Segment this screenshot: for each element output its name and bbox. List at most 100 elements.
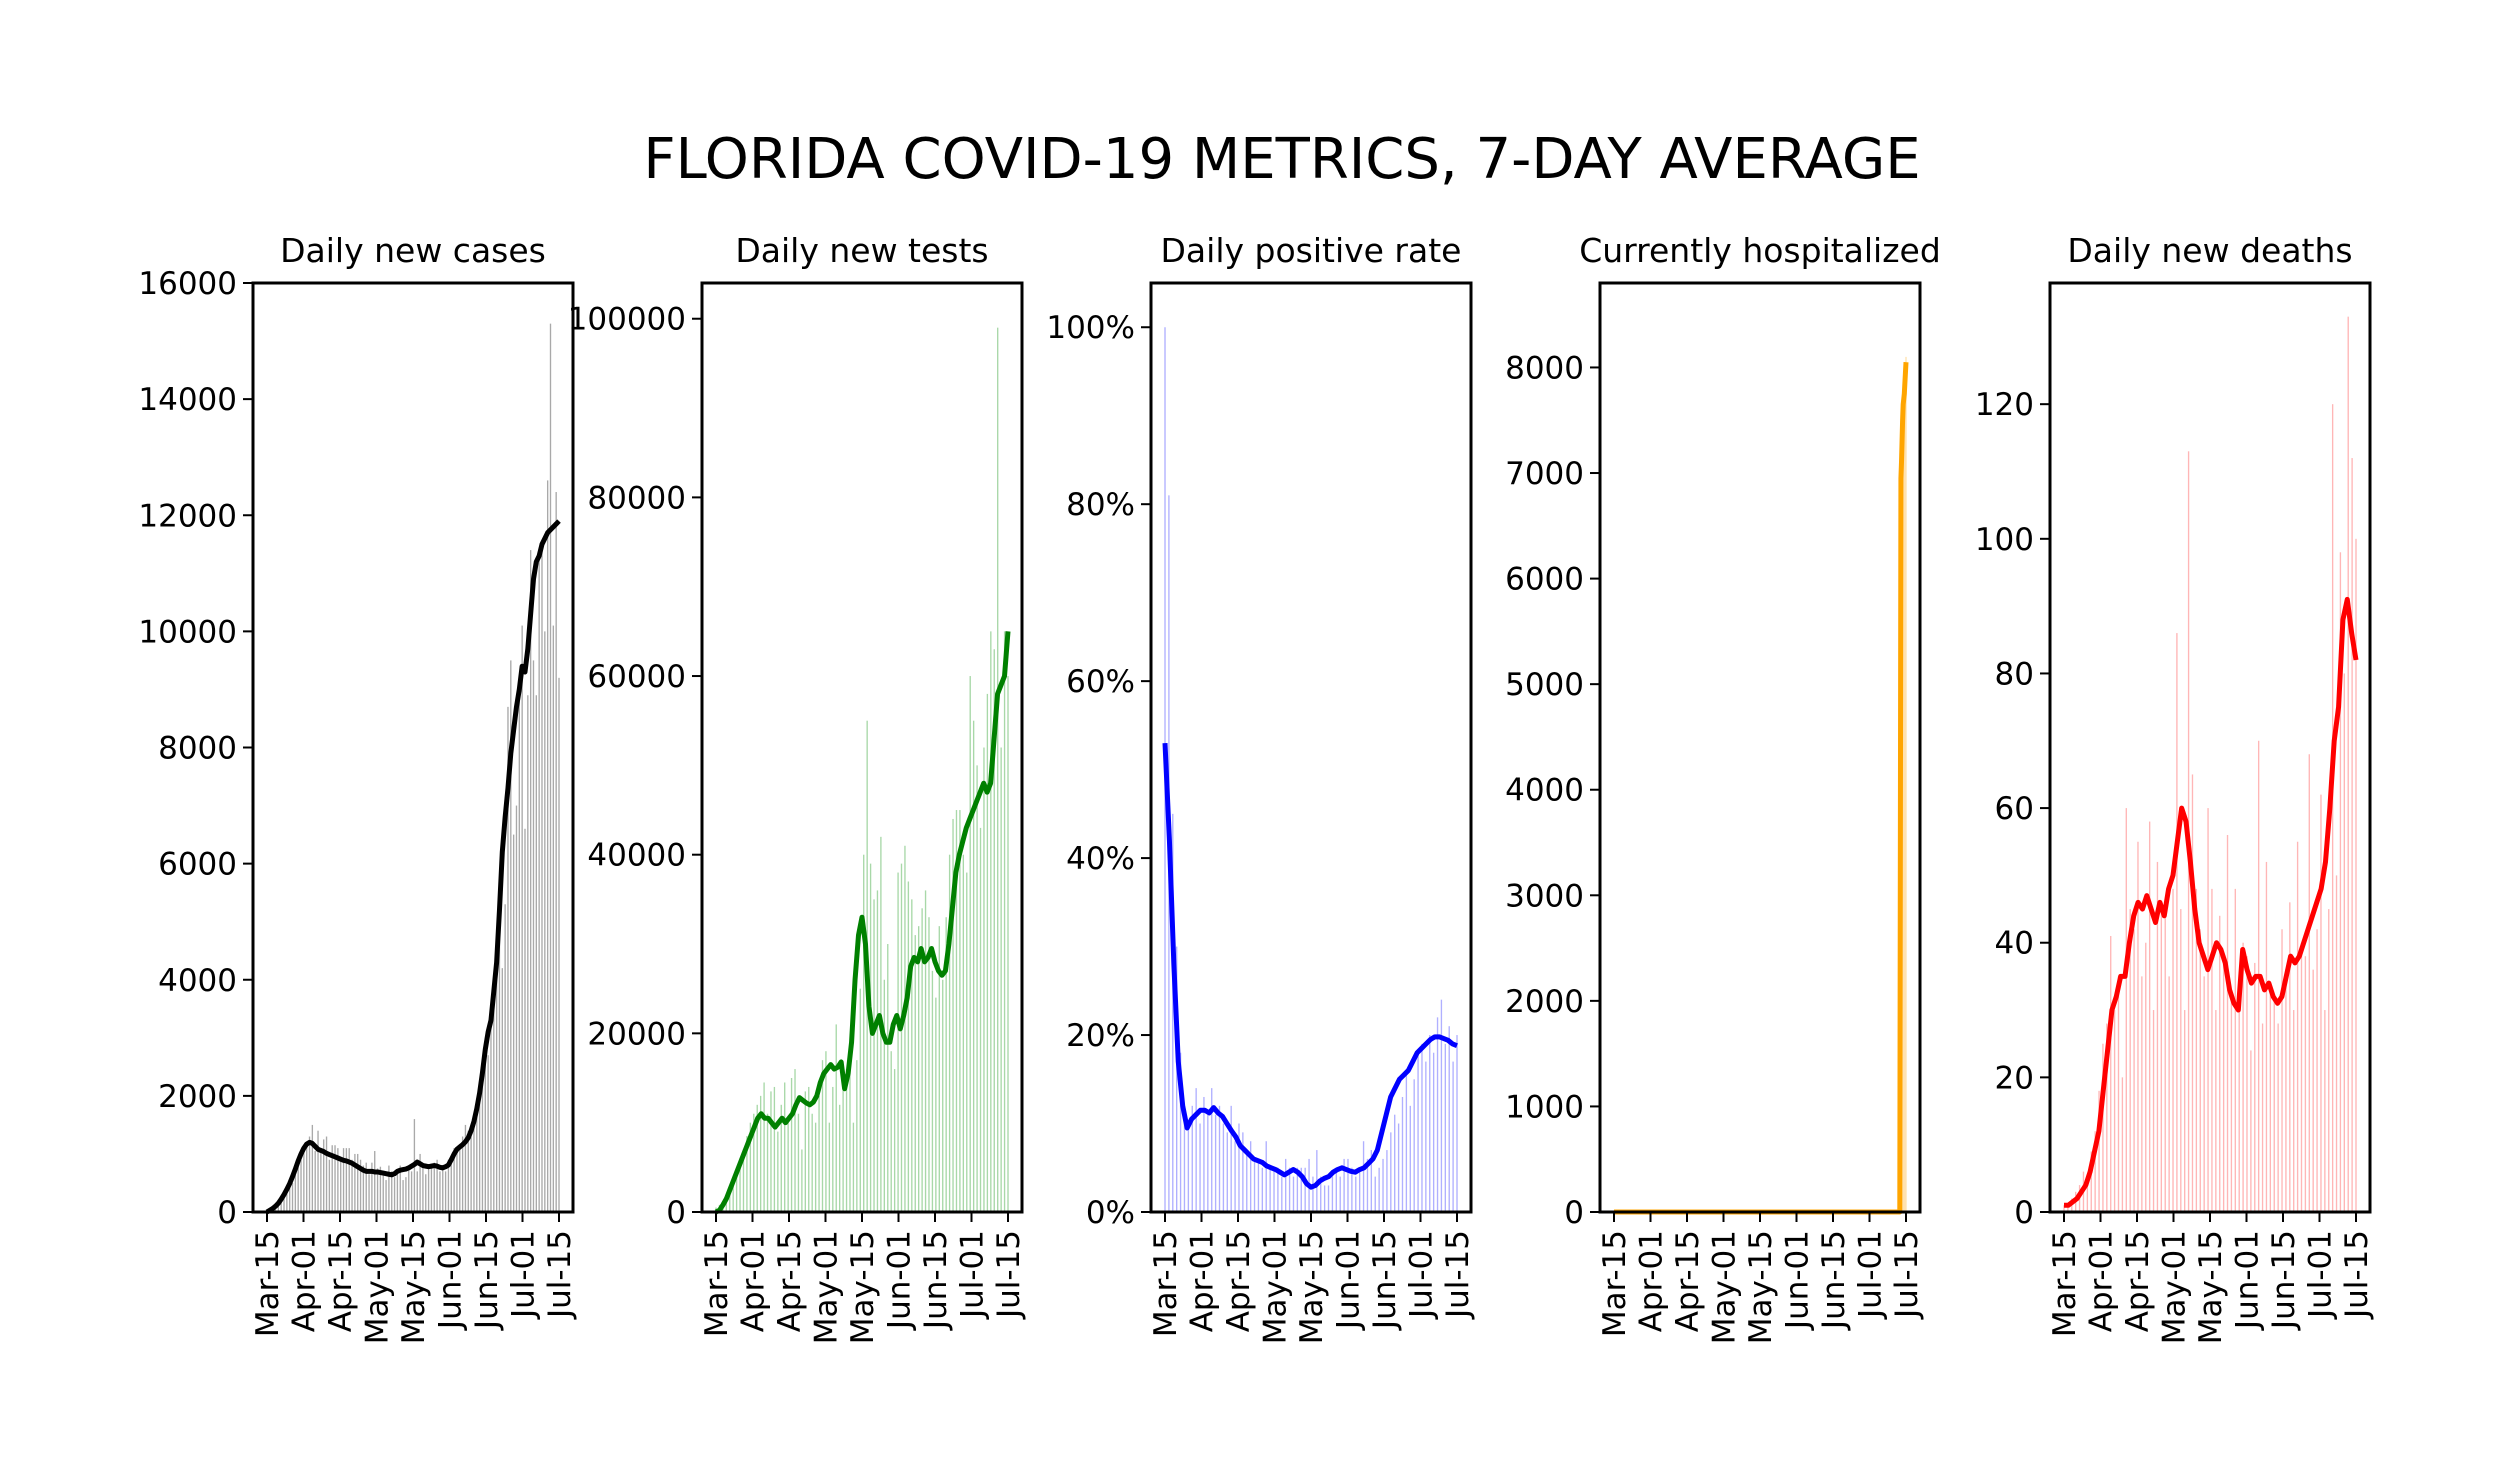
cases-bar bbox=[434, 1163, 435, 1212]
cases-ytick-label: 2000 bbox=[158, 1079, 237, 1115]
deaths-bar bbox=[2200, 929, 2201, 1212]
cases-bar bbox=[470, 1137, 471, 1212]
hospitalized-ytick-label: 6000 bbox=[1505, 562, 1584, 598]
cases-bar bbox=[300, 1160, 301, 1212]
tests-bar bbox=[908, 881, 909, 1212]
cases-bar bbox=[340, 1160, 341, 1212]
positive_rate-bar bbox=[1414, 1079, 1415, 1212]
tests-bar bbox=[777, 1132, 778, 1212]
tests-bar bbox=[798, 1114, 799, 1212]
tests-xtick-label: Apr-01 bbox=[736, 1230, 772, 1332]
deaths-bar bbox=[2285, 970, 2286, 1212]
positive_rate-bar bbox=[1456, 1035, 1457, 1212]
deaths-ytick-label: 100 bbox=[1975, 522, 2034, 558]
deaths-bar bbox=[2137, 842, 2138, 1212]
hospitalized-ytick-label: 5000 bbox=[1505, 667, 1584, 703]
cases-bar bbox=[456, 1151, 457, 1212]
cases-bar bbox=[295, 1175, 296, 1212]
deaths-ytick-label: 0 bbox=[2014, 1195, 2034, 1231]
positive_rate-bar bbox=[1234, 1141, 1235, 1212]
tests-bar bbox=[925, 890, 926, 1212]
positive_rate-bar bbox=[1417, 1053, 1418, 1212]
deaths-bar bbox=[2270, 983, 2271, 1212]
cases-bar bbox=[377, 1168, 378, 1212]
cases-bar bbox=[374, 1151, 375, 1212]
cases-bar bbox=[417, 1171, 418, 1212]
deaths-bar bbox=[2254, 963, 2255, 1212]
cases-bar bbox=[349, 1148, 350, 1212]
hospitalized-panel: Currently hospitalized010002000300040005… bbox=[1505, 231, 1941, 1344]
tests-title: Daily new tests bbox=[735, 231, 988, 270]
positive_rate-bar bbox=[1378, 1168, 1379, 1212]
tests-ytick-label: 20000 bbox=[587, 1016, 686, 1052]
cases-ytick-label: 6000 bbox=[158, 847, 237, 883]
deaths-xtick-label: Jul-15 bbox=[2339, 1230, 2375, 1320]
tests-bar bbox=[887, 944, 888, 1212]
deaths-bar bbox=[2328, 909, 2329, 1212]
tests-bar bbox=[812, 1114, 813, 1212]
tests-avg-line bbox=[716, 631, 1008, 1212]
cases-ytick-label: 12000 bbox=[138, 498, 237, 534]
figure: FLORIDA COVID-19 METRICS, 7-DAY AVERAGE … bbox=[0, 0, 2500, 1478]
deaths-bar bbox=[2231, 990, 2232, 1212]
cases-bar bbox=[502, 968, 503, 1212]
hospitalized-xtick-label: Jun-01 bbox=[1780, 1230, 1816, 1331]
deaths-bar bbox=[2297, 842, 2298, 1212]
tests-bar bbox=[801, 1149, 802, 1212]
tests-bar bbox=[805, 1091, 806, 1212]
deaths-bar bbox=[2313, 970, 2314, 1212]
positive_rate-bar bbox=[1437, 1017, 1438, 1212]
deaths-bar bbox=[2110, 936, 2111, 1212]
cases-ytick-label: 16000 bbox=[138, 266, 237, 302]
cases-xtick-label: Jun-15 bbox=[469, 1230, 505, 1331]
tests-bar bbox=[891, 1051, 892, 1212]
positive_rate-bar bbox=[1324, 1185, 1325, 1212]
tests-bar bbox=[832, 1087, 833, 1212]
cases-bar bbox=[315, 1151, 316, 1212]
cases-bar bbox=[422, 1166, 423, 1212]
tests-bar bbox=[784, 1082, 785, 1212]
panels: Daily new cases0200040006000800010000120… bbox=[138, 231, 2375, 1344]
positive_rate-ytick-label: 20% bbox=[1066, 1018, 1135, 1054]
tests-bar bbox=[1000, 748, 1001, 1213]
positive_rate-bar bbox=[1390, 1132, 1391, 1212]
deaths-bar bbox=[2149, 822, 2150, 1212]
hospitalized-xtick-label: Jul-01 bbox=[1853, 1230, 1889, 1320]
cases-bar bbox=[550, 324, 551, 1212]
cases-bar bbox=[289, 1188, 290, 1212]
tests-bar bbox=[842, 1078, 843, 1212]
deaths-bar bbox=[2266, 862, 2267, 1212]
cases-ytick-label: 0 bbox=[217, 1195, 237, 1231]
deaths-axes-frame bbox=[2050, 283, 2370, 1212]
tests-bar bbox=[863, 855, 864, 1212]
positive_rate-bar bbox=[1285, 1159, 1286, 1212]
positive_rate-xtick-label: May-15 bbox=[1294, 1230, 1330, 1344]
positive_rate-bar bbox=[1293, 1177, 1294, 1212]
tests-bar bbox=[815, 1123, 816, 1212]
tests-bar bbox=[870, 864, 871, 1212]
cases-ytick-label: 10000 bbox=[138, 614, 237, 650]
deaths-bars bbox=[2063, 317, 2356, 1212]
deaths-bar bbox=[2355, 539, 2356, 1212]
positive_rate-bar bbox=[1223, 1124, 1224, 1212]
deaths-bar bbox=[2289, 902, 2290, 1212]
deaths-xtick-label: Jun-01 bbox=[2230, 1230, 2266, 1331]
tests-xtick-label: Jun-15 bbox=[918, 1230, 954, 1331]
cases-bar bbox=[487, 1055, 488, 1212]
cases-bar bbox=[439, 1171, 440, 1212]
cases-xtick-label: May-15 bbox=[396, 1230, 432, 1344]
cases-bar bbox=[476, 1113, 477, 1212]
cases-bar bbox=[405, 1177, 406, 1212]
cases-bar bbox=[555, 492, 556, 1212]
deaths-ytick-label: 60 bbox=[1995, 791, 2034, 827]
cases-bar bbox=[394, 1177, 395, 1212]
positive_rate-bar bbox=[1363, 1141, 1364, 1212]
deaths-bar bbox=[2203, 976, 2204, 1212]
tests-bar bbox=[853, 1123, 854, 1212]
deaths-ytick-label: 120 bbox=[1975, 387, 2034, 423]
positive_rate-bar bbox=[1262, 1168, 1263, 1212]
positive_rate-bar bbox=[1266, 1141, 1267, 1212]
cases-bar bbox=[402, 1180, 403, 1212]
cases-bar bbox=[519, 689, 520, 1212]
cases-bar bbox=[298, 1167, 299, 1212]
